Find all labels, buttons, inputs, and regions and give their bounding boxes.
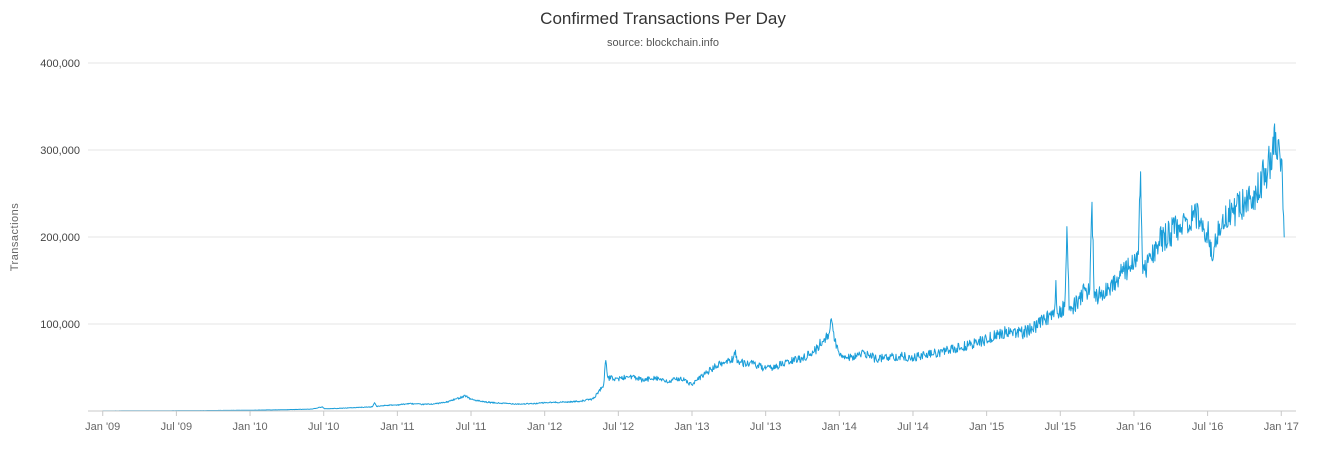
x-tick-label: Jul '11: [456, 421, 487, 433]
x-tick-label: Jan '15: [969, 421, 1004, 433]
x-tick-label: Jul '14: [897, 421, 928, 433]
x-tick-label: Jul '15: [1045, 421, 1076, 433]
x-tick-label: Jan '17: [1264, 421, 1299, 433]
y-tick-label: 200,000: [40, 232, 80, 244]
x-tick-label: Jan '10: [232, 421, 267, 433]
x-tick-label: Jul '12: [603, 421, 634, 433]
x-tick-label: Jul '09: [161, 421, 192, 433]
x-tick-label: Jan '14: [822, 421, 857, 433]
x-tick-label: Jan '13: [674, 421, 709, 433]
x-tick-label: Jul '16: [1192, 421, 1223, 433]
series-line[interactable]: [102, 123, 1285, 412]
x-tick-label: Jan '09: [85, 421, 120, 433]
chart-subtitle: source: blockchain.info: [607, 37, 719, 49]
x-tick-label: Jul '10: [308, 421, 339, 433]
x-tick-label: Jan '16: [1116, 421, 1151, 433]
grid-layer: [88, 62, 1296, 325]
series-layer: [102, 123, 1285, 412]
y-tick-label: 100,000: [40, 319, 80, 331]
chart-title: Confirmed Transactions Per Day: [540, 9, 786, 28]
x-tick-label: Jan '11: [380, 421, 414, 433]
y-tick-label: 300,000: [40, 145, 80, 157]
x-tick-label: Jan '12: [527, 421, 562, 433]
y-tick-label: 400,000: [40, 58, 80, 70]
axis-layer: 100,000 200,000 300,000 400,000 Jan '09 Jul '…: [40, 58, 1299, 433]
x-tick-label: Jul '13: [750, 421, 781, 433]
y-axis-title: Transactions: [9, 203, 21, 272]
